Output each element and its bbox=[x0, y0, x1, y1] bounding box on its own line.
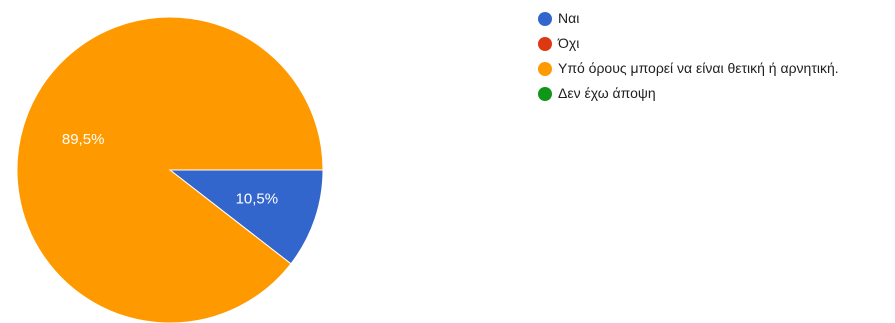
legend-swatch-3 bbox=[538, 87, 552, 101]
legend-item-0: Ναι bbox=[538, 10, 888, 27]
pie-slice-0 bbox=[168, 169, 324, 265]
pie-slice-label-2: 89,5% bbox=[62, 131, 105, 148]
legend-label-0: Ναι bbox=[558, 10, 580, 26]
pie-slice-2 bbox=[16, 16, 324, 323]
chart-legend: Ναι Όχι Υπό όρους μπορεί να είναι θετική ή… bbox=[538, 10, 888, 110]
legend-item-3: Δεν έχω άποψη bbox=[538, 85, 888, 102]
legend-swatch-0 bbox=[538, 12, 552, 26]
pie-slices bbox=[16, 16, 324, 323]
legend-item-2: Υπό όρους μπορεί να είναι θετική ή αρνητ… bbox=[538, 60, 888, 77]
pie-slice-labels: 10,5% 89,5% bbox=[62, 131, 278, 207]
legend-label-1: Όχι bbox=[558, 35, 580, 51]
legend-label-3: Δεν έχω άποψη bbox=[558, 85, 656, 101]
legend-swatch-1 bbox=[538, 37, 552, 51]
pie-chart: 10,5% 89,5% bbox=[16, 16, 324, 323]
legend-swatch-2 bbox=[538, 62, 552, 76]
legend-label-2: Υπό όρους μπορεί να είναι θετική ή αρνητ… bbox=[558, 60, 839, 76]
pie-slice-label-0: 10,5% bbox=[236, 191, 279, 208]
legend-item-1: Όχι bbox=[538, 35, 888, 52]
